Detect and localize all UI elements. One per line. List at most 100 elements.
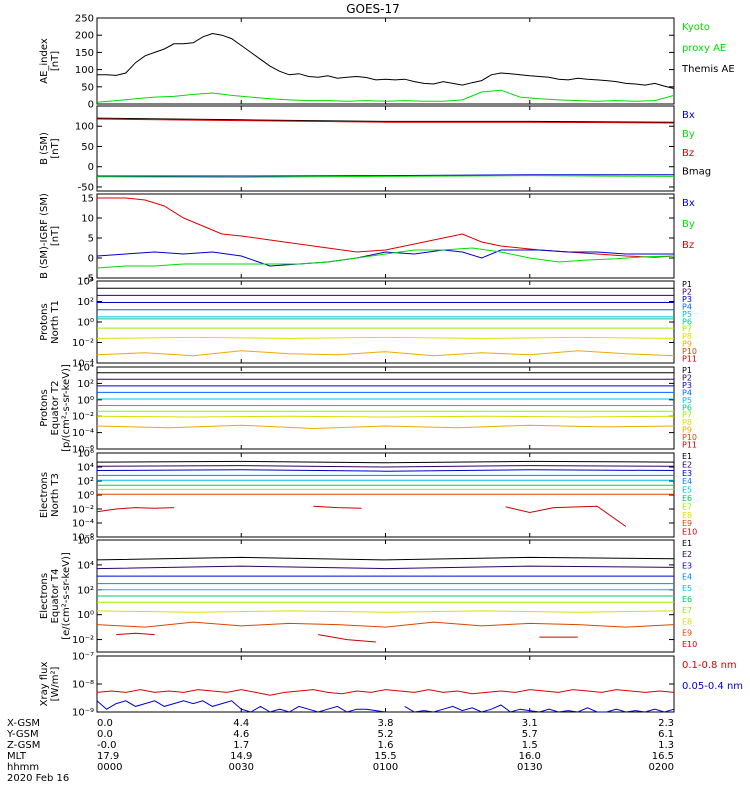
legend-entry: 0.05-0.4 nm <box>682 681 743 692</box>
ephemeris-row-label: X-GSM <box>7 718 40 729</box>
legend-entry: E2 <box>682 460 692 469</box>
legend-entry: E7 <box>682 606 692 615</box>
series-line-bz <box>97 197 675 258</box>
y-tick-label: 10⁻⁸ <box>72 680 94 691</box>
y-tick-label: 10⁻² <box>72 412 94 423</box>
y-tick-label: 0 <box>88 100 94 111</box>
y-tick-label: 15 <box>81 194 94 205</box>
legend-entry: P6 <box>682 403 692 412</box>
legend-entry: Kyoto <box>682 22 710 33</box>
legend-entry: E9 <box>682 519 692 528</box>
legend-entry: E8 <box>682 617 692 626</box>
y-tick-label: 100 <box>75 65 94 76</box>
legend-entry: E4 <box>682 573 692 582</box>
series-line-e3 <box>96 469 675 472</box>
ephemeris-value: 1.3 <box>658 740 674 751</box>
legend-entry: E5 <box>682 486 692 495</box>
y-tick-label: 250 <box>75 14 94 25</box>
series-line-kyoto-proxy-ae <box>96 89 675 103</box>
panel-e1: 10⁻⁶ 10⁻⁴ 10⁻² 10⁰ 10² 10⁴ 10⁶ Electrons North T… <box>39 449 697 544</box>
ephemeris-value: 3.8 <box>378 718 394 729</box>
y-tick-label: 200 <box>75 31 94 42</box>
legend-entry: E1 <box>682 452 692 461</box>
legend-entry: P3 <box>682 381 692 390</box>
y-axis-label: North T1 <box>50 300 61 344</box>
legend-entry: P11 <box>682 441 697 450</box>
ephemeris-value: 1.7 <box>233 740 249 751</box>
y-axis-label: Equator T2 <box>50 381 61 436</box>
series-line-e8 <box>96 610 675 613</box>
plot-title: GOES-17 <box>346 2 400 16</box>
y-tick-label: 10⁻⁶ <box>72 445 94 456</box>
legend-entry: P10 <box>682 433 697 442</box>
y-axis-label: Xray flux <box>39 662 50 707</box>
panel-frame <box>96 193 675 279</box>
y-tick-label: 10⁴ <box>77 277 94 288</box>
legend-entry: Themis AE <box>681 64 735 75</box>
y-axis-label: Protons <box>39 389 50 426</box>
ephemeris-value: 5.2 <box>378 729 394 740</box>
legend-entry: P9 <box>682 340 692 349</box>
legend-entry: Bz <box>682 148 694 159</box>
ephemeris-value: 1.6 <box>378 740 394 751</box>
y-axis-label: [W/m²] <box>50 666 61 701</box>
y-axis-label: B (SM) <box>39 132 50 165</box>
series-line-e9 <box>96 621 675 628</box>
legend-entry: P1 <box>682 366 692 375</box>
panel-e2: 10⁻² 10⁰ 10² 10⁴ 10⁶ Electrons Equator T4 [e/(c… <box>39 536 697 653</box>
y-tick-label: 10⁰ <box>77 491 94 502</box>
ephemeris-value: 4.4 <box>233 718 249 729</box>
y-tick-label: 10² <box>77 297 94 308</box>
plot-date: 2020 Feb 16 <box>7 773 69 784</box>
ephemeris-value: 14.9 <box>230 751 252 762</box>
ephemeris-value: 17.9 <box>97 751 119 762</box>
y-axis-label: Electrons <box>39 472 50 518</box>
legend-entry: E9 <box>682 629 692 638</box>
series-line-e10 <box>313 505 362 509</box>
series-line-e9 <box>96 507 174 513</box>
legend-entry: P9 <box>682 426 692 435</box>
legend-entry: E10 <box>682 640 697 649</box>
y-tick-label: 10⁰ <box>77 395 94 406</box>
panel-frame <box>96 655 675 713</box>
ephemeris-row-label: MLT <box>7 751 27 762</box>
legend-entry: E2 <box>682 550 692 559</box>
legend-entry: P2 <box>682 373 692 382</box>
panel-frame <box>96 17 675 105</box>
panel-bsm: -50 0 50 100 B (SM) [nT] Bx By Bz Bmag <box>39 105 711 193</box>
panel-bigrf: -5 0 5 10 15 B (SM)-IGRF (SM) [nT] Bx By Bz <box>39 193 695 284</box>
legend-entry: P4 <box>682 388 692 397</box>
legend-entry: P5 <box>682 396 692 405</box>
ephemeris-row-label: Y-GSM <box>6 729 39 740</box>
y-axis-label: Electrons <box>39 573 50 619</box>
panel-p2: 10⁻⁶ 10⁻⁴ 10⁻² 10⁰ 10² 10⁴ Protons Equator T2 [p… <box>39 363 697 456</box>
legend-entry: E10 <box>682 528 697 537</box>
legend-entry: Bx <box>682 110 695 121</box>
y-axis-label: Protons <box>39 303 50 340</box>
legend-entry: E5 <box>682 584 692 593</box>
legend-entry: E7 <box>682 502 692 511</box>
y-tick-label: 0 <box>88 162 94 173</box>
series-line-by <box>96 247 675 269</box>
panel-ae: 0 50 100 150 200 250 AE_index [nT] Kyoto proxy AE… <box>39 14 735 111</box>
ephemeris-value: 0030 <box>229 762 254 773</box>
y-tick-label: 10⁻² <box>72 505 94 516</box>
ephemeris-value: 15.5 <box>374 751 396 762</box>
panel-frame <box>96 280 675 364</box>
y-tick-label: 10⁻⁴ <box>72 519 94 530</box>
legend-entry: P4 <box>682 302 692 311</box>
y-tick-label: 10⁴ <box>77 463 94 474</box>
legend-entry: E4 <box>682 477 692 486</box>
legend-entry: 0.1-0.8 nm <box>682 660 737 671</box>
series-line-p8 <box>96 415 675 418</box>
ephemeris-value: 5.7 <box>522 729 538 740</box>
legend-entry: P6 <box>682 317 692 326</box>
series-line-bx <box>97 174 674 177</box>
series-line-by <box>96 175 675 178</box>
y-axis-label: North T3 <box>50 473 61 517</box>
ephemeris-value: -0.0 <box>97 740 117 751</box>
y-tick-label: -50 <box>78 182 94 193</box>
y-tick-label: 10⁰ <box>77 318 94 329</box>
y-tick-label: 50 <box>81 82 94 93</box>
y-axis-label: [nT] <box>50 138 61 158</box>
